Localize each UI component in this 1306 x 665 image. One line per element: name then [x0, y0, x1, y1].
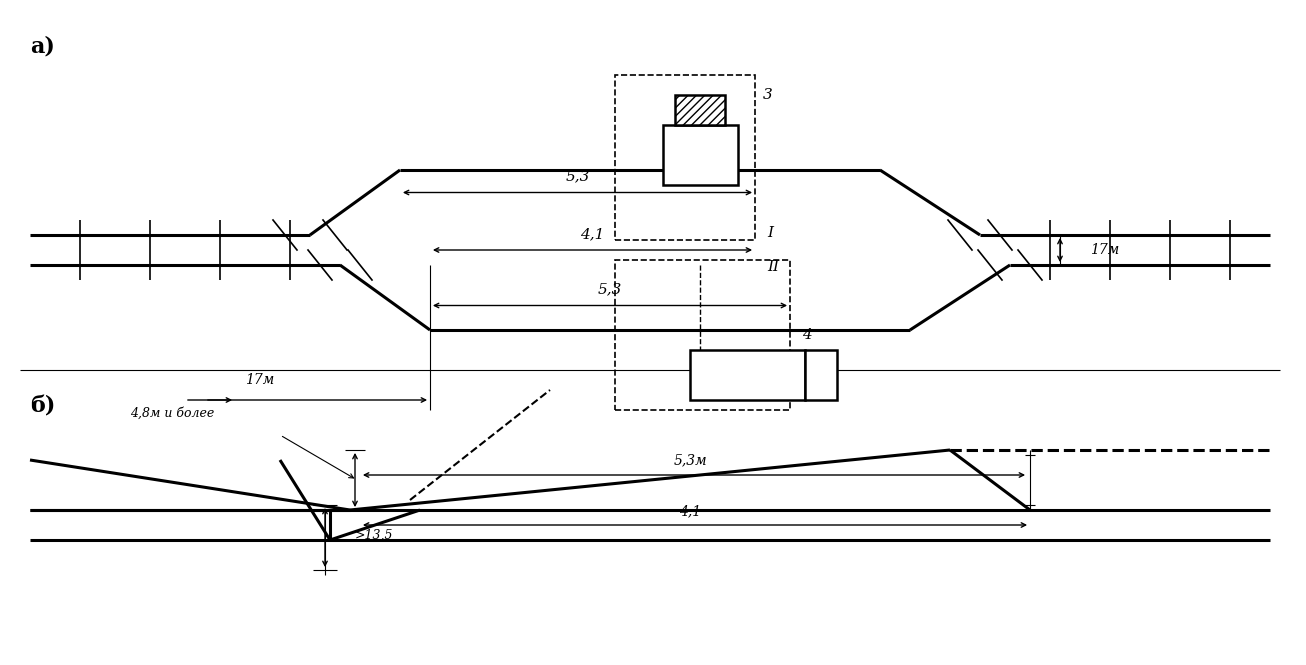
Text: 4,1: 4,1 — [679, 504, 701, 518]
Text: I: I — [767, 226, 773, 240]
Text: 17м: 17м — [246, 373, 274, 387]
Bar — [615, 75, 755, 240]
Text: 4,1: 4,1 — [580, 227, 605, 241]
Text: 5,3м: 5,3м — [673, 453, 707, 467]
Bar — [804, 350, 837, 400]
Text: 4,8м и более: 4,8м и более — [131, 407, 214, 420]
Bar — [662, 125, 738, 185]
Text: 5,3: 5,3 — [565, 170, 590, 184]
Bar — [675, 95, 725, 125]
Text: а): а) — [30, 35, 55, 57]
Bar — [615, 260, 790, 410]
Bar — [690, 350, 804, 400]
Text: >13,5: >13,5 — [355, 529, 393, 541]
Text: 3: 3 — [763, 88, 773, 102]
Text: 4: 4 — [802, 328, 812, 342]
Text: II: II — [767, 260, 778, 274]
Text: 5,3: 5,3 — [598, 283, 622, 297]
Text: б): б) — [30, 395, 55, 417]
Text: 17м: 17м — [1091, 243, 1119, 257]
